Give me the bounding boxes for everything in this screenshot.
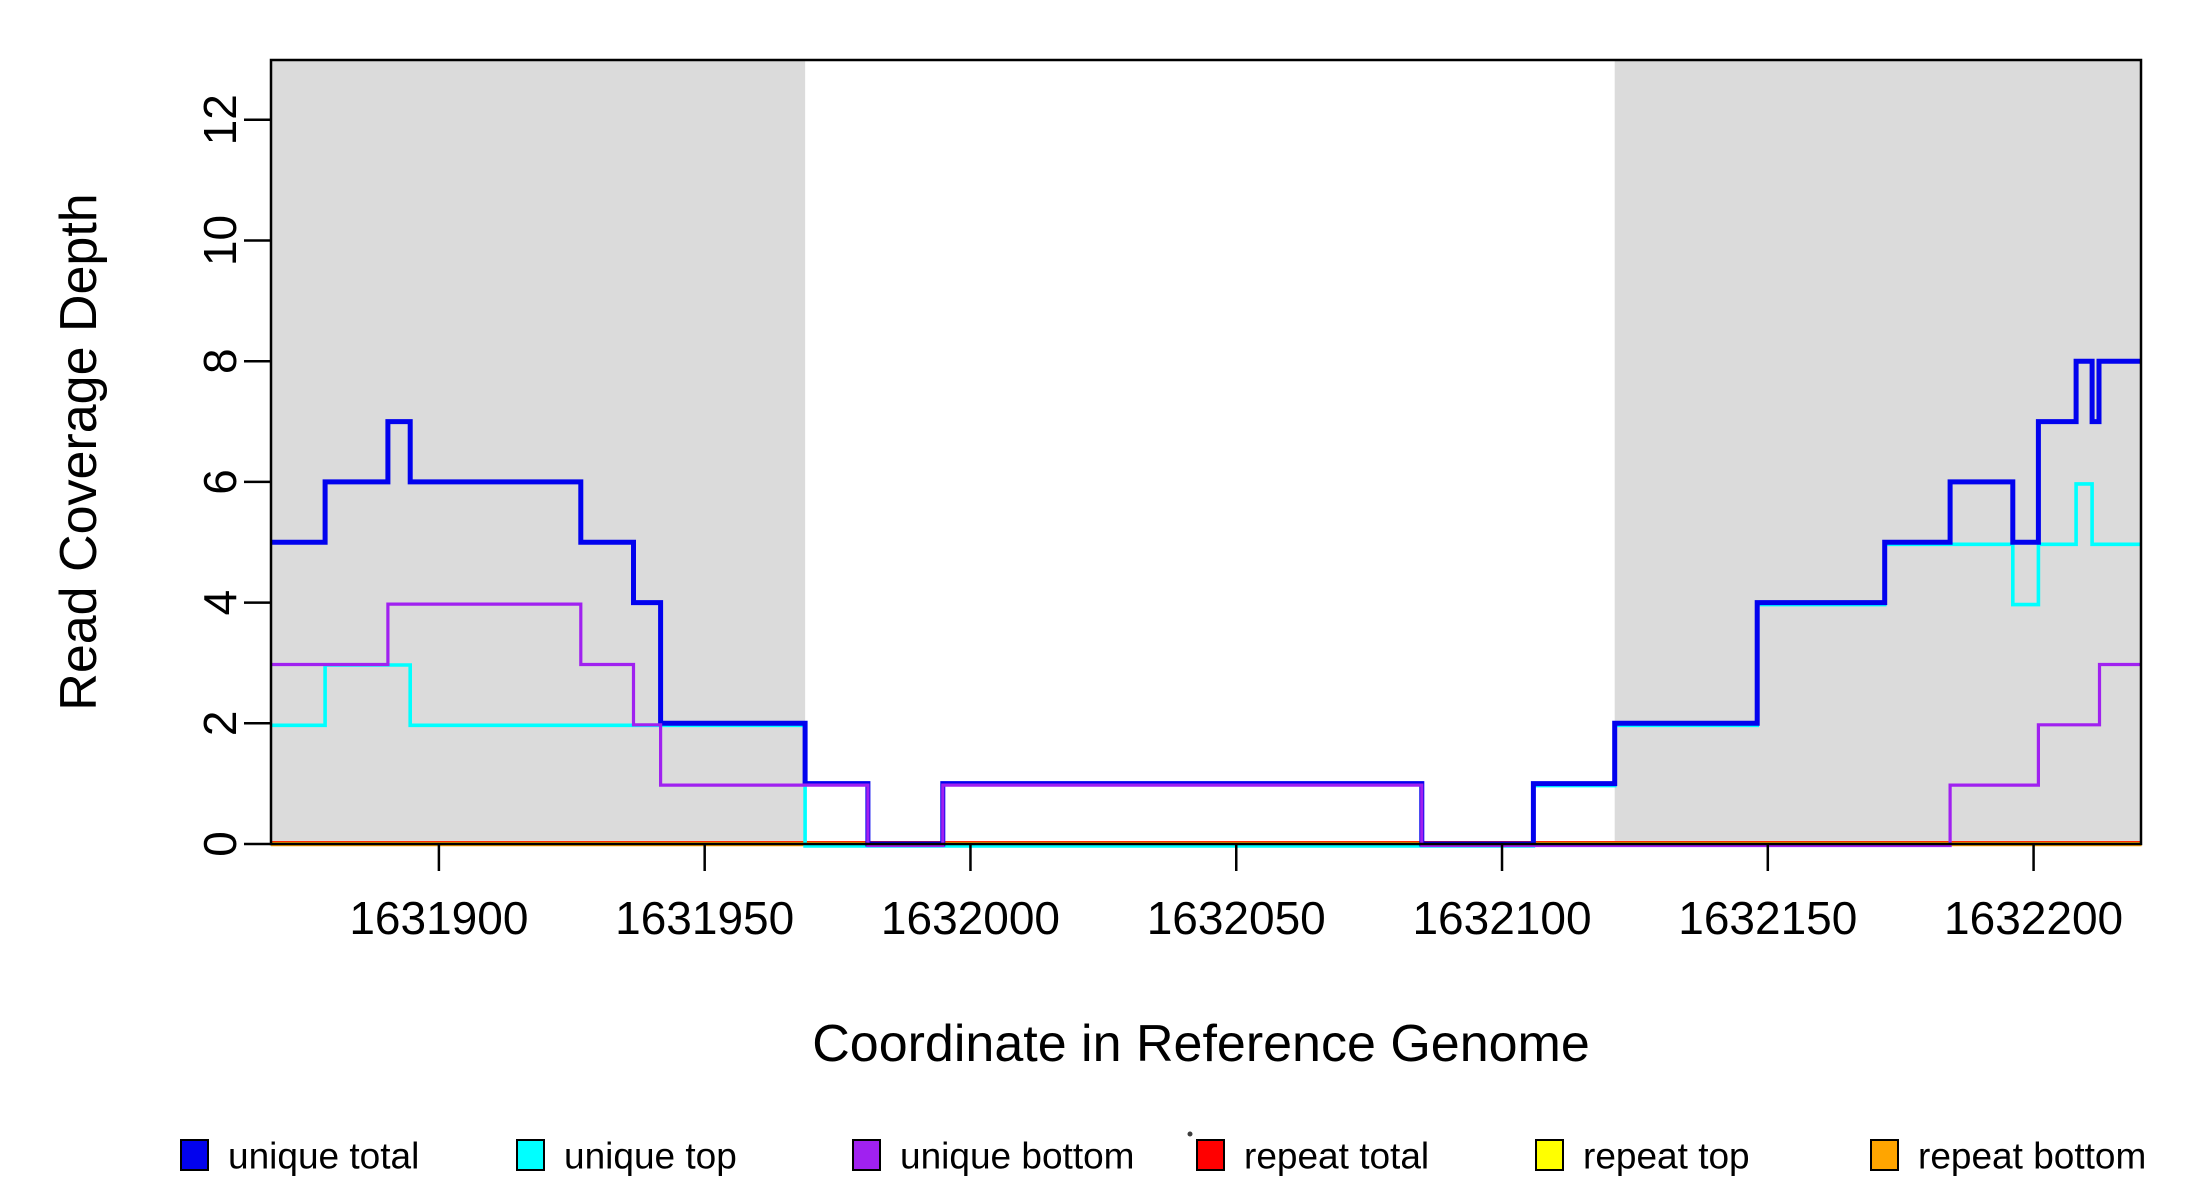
x-tick-label: 1632100 bbox=[1412, 892, 1591, 944]
repeat-region-bands bbox=[270, 60, 2142, 844]
stray-mark bbox=[1187, 1131, 1193, 1137]
y-tick-label: 6 bbox=[194, 469, 246, 495]
legend-swatch-repeat-total bbox=[1196, 1139, 1225, 1171]
legend-item-unique-top: unique top bbox=[516, 1136, 737, 1177]
x-tick-label: 1632050 bbox=[1147, 892, 1326, 944]
legend-swatch-unique-bottom bbox=[852, 1139, 881, 1171]
legend-label: repeat bottom bbox=[1918, 1136, 2146, 1177]
x-tick-label: 1632000 bbox=[881, 892, 1060, 944]
y-tick-label: 2 bbox=[194, 711, 246, 737]
y-tick-label: 4 bbox=[194, 590, 246, 616]
legend-label: repeat top bbox=[1583, 1136, 1750, 1177]
legend-item-repeat-total: repeat total bbox=[1196, 1136, 1429, 1177]
legend-label: unique top bbox=[564, 1136, 737, 1177]
legend-item-unique-total: unique total bbox=[180, 1136, 419, 1177]
y-tick-label: 12 bbox=[194, 94, 246, 145]
legend-swatch-unique-top bbox=[516, 1139, 545, 1171]
legend-swatch-repeat-top bbox=[1535, 1139, 1564, 1171]
y-tick-label: 8 bbox=[194, 348, 246, 374]
legend-swatch-unique-total bbox=[180, 1139, 209, 1171]
y-tick-label: 0 bbox=[194, 831, 246, 857]
legend-swatch-repeat-bottom bbox=[1870, 1139, 1899, 1171]
x-tick-label: 1631900 bbox=[349, 892, 528, 944]
x-tick-label: 1632150 bbox=[1678, 892, 1857, 944]
legend-item-repeat-bottom: repeat bottom bbox=[1870, 1136, 2146, 1177]
x-tick-label: 1632200 bbox=[1944, 892, 2123, 944]
legend-item-repeat-top: repeat top bbox=[1535, 1136, 1750, 1177]
legend: unique total unique top unique bottom repea… bbox=[180, 1136, 2146, 1177]
x-tick-label: 1631950 bbox=[615, 892, 794, 944]
legend-item-unique-bottom: unique bottom bbox=[852, 1136, 1135, 1177]
legend-label: unique bottom bbox=[900, 1136, 1135, 1177]
left-repeat-region bbox=[270, 60, 806, 844]
plot-border bbox=[269, 58, 2143, 846]
axis-tick-labels: 1631900 1631950 1632000 1632050 1632100 16321… bbox=[194, 94, 2123, 944]
y-axis-title: Read Coverage Depth bbox=[50, 193, 108, 710]
axis-ticks bbox=[244, 118, 2035, 871]
right-repeat-region bbox=[1614, 60, 2142, 844]
y-tick-label: 10 bbox=[194, 215, 246, 266]
series-line-unique-bottom bbox=[270, 602, 2142, 848]
legend-label: unique total bbox=[228, 1136, 419, 1177]
legend-label: repeat total bbox=[1244, 1136, 1429, 1177]
x-axis-title: Coordinate in Reference Genome bbox=[812, 1015, 1590, 1073]
